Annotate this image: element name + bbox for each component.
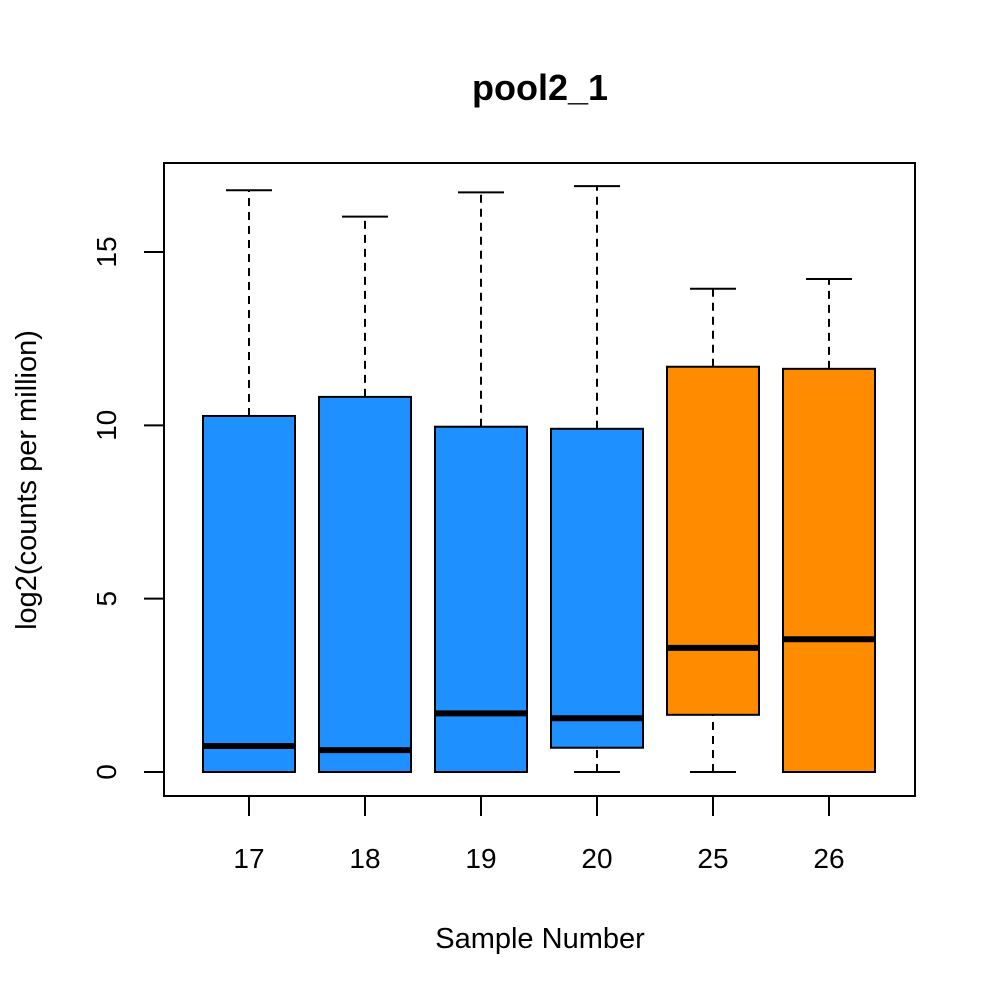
x-tick-label: 19 <box>465 843 496 874</box>
y-tick-label: 5 <box>91 591 122 607</box>
y-tick-label: 15 <box>91 236 122 267</box>
y-axis: 0 5 10 15 <box>91 236 165 780</box>
box-body <box>318 395 412 773</box>
x-tick-label: 17 <box>233 843 264 874</box>
x-axis-label: Sample Number <box>435 923 645 955</box>
box-25 <box>666 287 760 773</box>
boxes-layer <box>202 185 876 773</box>
box-17 <box>202 189 296 773</box>
x-axis: 17 18 19 20 25 26 <box>233 795 845 874</box>
x-tick-label: 20 <box>581 843 612 874</box>
box-26 <box>782 278 876 773</box>
chart-title: pool2_1 <box>472 67 608 108</box>
box-20 <box>550 185 644 773</box>
box-body <box>782 367 876 773</box>
box-body <box>666 365 760 716</box>
y-tick-label: 10 <box>91 410 122 441</box>
box-18 <box>318 215 412 773</box>
x-tick-label: 18 <box>349 843 380 874</box>
y-tick-label: 0 <box>91 764 122 780</box>
box-body <box>202 414 296 773</box>
box-19 <box>434 191 528 773</box>
x-tick-label: 26 <box>813 843 844 874</box>
box-body <box>434 425 528 773</box>
box-body <box>550 427 644 749</box>
y-axis-label: log2(counts per million) <box>11 330 43 630</box>
x-tick-label: 25 <box>697 843 728 874</box>
